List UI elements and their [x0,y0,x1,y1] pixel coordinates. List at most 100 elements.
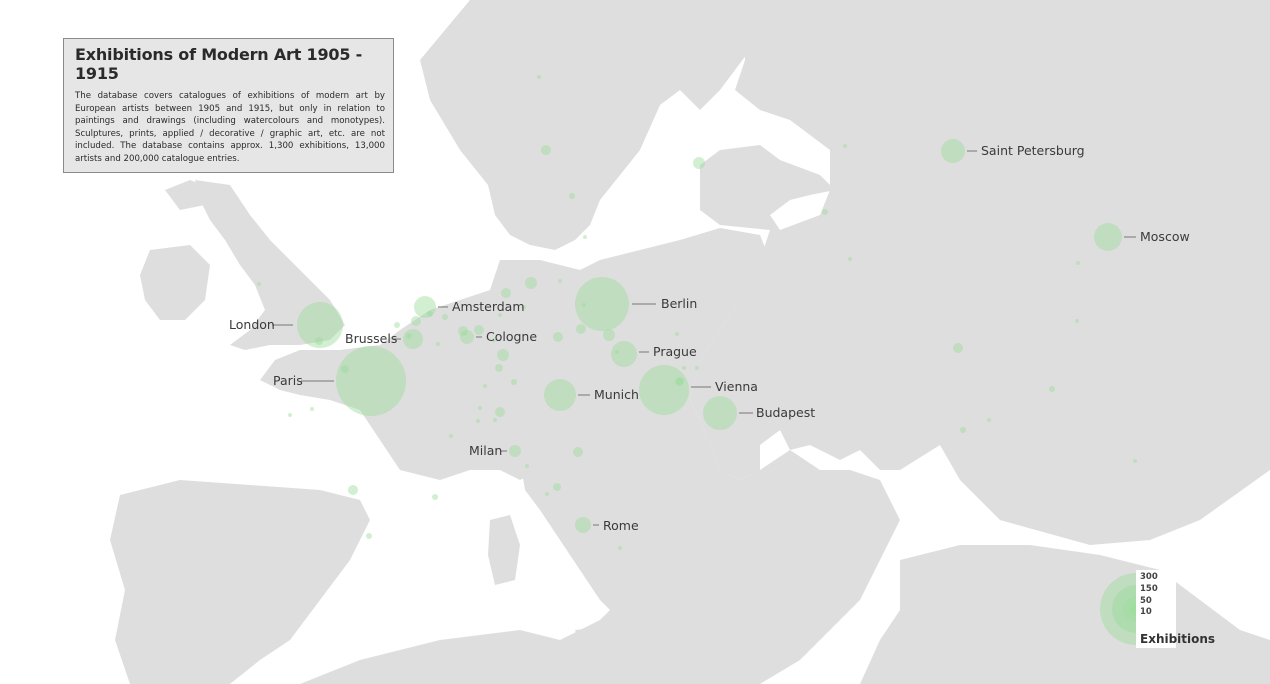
minor-bubble[interactable] [394,322,400,328]
minor-bubble[interactable] [1076,261,1080,265]
minor-bubble[interactable] [458,326,468,336]
minor-bubble[interactable] [537,75,541,79]
minor-bubble[interactable] [582,303,586,307]
minor-bubble[interactable] [493,418,497,422]
minor-bubble[interactable] [511,379,517,385]
bubble-berlin[interactable] [575,277,629,331]
land-great-britain [195,180,345,350]
minor-bubble[interactable] [695,366,699,370]
minor-bubble[interactable] [541,145,551,155]
minor-bubble[interactable] [432,494,438,500]
minor-bubble[interactable] [675,332,679,336]
minor-bubble[interactable] [315,337,323,345]
minor-bubble[interactable] [476,419,480,423]
minor-bubble[interactable] [682,366,686,370]
minor-bubble[interactable] [676,377,684,385]
minor-bubble[interactable] [497,349,509,361]
minor-bubble[interactable] [545,492,549,496]
bubble-saint-petersburg[interactable] [941,139,965,163]
bubble-london[interactable] [297,302,343,348]
minor-bubble[interactable] [492,338,496,342]
land-sardinia [488,515,520,585]
minor-bubble[interactable] [366,533,372,539]
minor-bubble[interactable] [573,447,583,457]
minor-bubble[interactable] [960,427,966,433]
minor-bubble[interactable] [848,257,852,261]
bubble-rome[interactable] [575,517,591,533]
minor-bubble[interactable] [348,485,358,495]
minor-bubble[interactable] [478,406,482,410]
minor-bubble[interactable] [406,333,412,339]
minor-bubble[interactable] [843,144,847,148]
bubble-vienna[interactable] [639,365,689,415]
minor-bubble[interactable] [675,378,683,386]
minor-bubble[interactable] [427,311,433,317]
minor-bubble[interactable] [1049,386,1055,392]
city-label-milan: Milan [469,443,502,458]
minor-bubble[interactable] [525,464,529,468]
minor-bubble[interactable] [522,305,526,309]
bubble-amsterdam[interactable] [414,296,436,318]
city-label-munich: Munich [594,387,639,402]
minor-bubble[interactable] [257,282,261,286]
minor-bubble[interactable] [1133,459,1137,463]
info-box: Exhibitions of Modern Art 1905 - 1915 Th… [63,38,394,173]
minor-bubble[interactable] [288,413,292,417]
city-label-saint-petersburg: Saint Petersburg [981,143,1085,158]
minor-bubble[interactable] [569,193,575,199]
legend-level-150: 150 [1140,584,1158,594]
land-north-africa [300,630,560,684]
city-label-cologne: Cologne [486,329,537,344]
minor-bubble[interactable] [310,407,314,411]
minor-bubble[interactable] [474,325,484,335]
minor-bubble[interactable] [442,314,448,320]
city-bubbles: London Paris Brussels Amsterdam Cologne Berli… [229,139,1190,533]
minor-bubble[interactable] [483,384,487,388]
city-label-paris: Paris [273,373,303,388]
minor-bubble[interactable] [603,329,615,341]
minor-bubble[interactable] [987,418,991,422]
legend-level-10: 10 [1140,607,1152,617]
legend: 300 150 50 10 Exhibitions [1100,570,1215,648]
minor-bubble[interactable] [495,364,503,372]
minor-bubble[interactable] [498,313,502,317]
minor-bubble[interactable] [693,157,705,169]
minor-bubble[interactable] [583,235,587,239]
minor-bubble[interactable] [501,288,511,298]
minor-bubble[interactable] [618,546,622,550]
city-label-rome: Rome [603,518,639,533]
minor-bubble[interactable] [553,483,561,491]
city-label-budapest: Budapest [756,405,815,420]
bubble-prague[interactable] [611,341,637,367]
bubble-moscow[interactable] [1094,223,1122,251]
bubble-brussels[interactable] [403,329,423,349]
legend-title: Exhibitions [1140,632,1215,646]
bubble-paris[interactable] [336,346,406,416]
city-label-berlin: Berlin [661,296,697,311]
bubble-cologne[interactable] [460,330,474,344]
minor-bubble[interactable] [525,277,537,289]
land-finland-russia [690,0,1270,545]
minor-bubble[interactable] [1075,319,1079,323]
bubble-budapest[interactable] [703,396,737,430]
minor-bubble[interactable] [411,316,421,326]
minor-bubble[interactable] [449,434,453,438]
bubble-milan[interactable] [509,445,521,457]
minor-bubble[interactable] [553,332,563,342]
minor-bubble[interactable] [822,209,828,215]
land-masses [110,0,1270,684]
minor-bubble[interactable] [615,350,619,354]
land-italy [520,440,700,620]
bubble-munich[interactable] [544,379,576,411]
minor-bubble[interactable] [436,342,440,346]
legend-mask [1136,570,1176,648]
minor-bubble[interactable] [953,343,963,353]
city-label-vienna: Vienna [715,379,758,394]
minor-bubble[interactable] [558,279,562,283]
minor-bubble[interactable] [341,365,349,373]
land-sicily [575,625,640,650]
land-ireland [140,245,210,320]
minor-bubble[interactable] [576,324,586,334]
minor-bubble[interactable] [495,407,505,417]
